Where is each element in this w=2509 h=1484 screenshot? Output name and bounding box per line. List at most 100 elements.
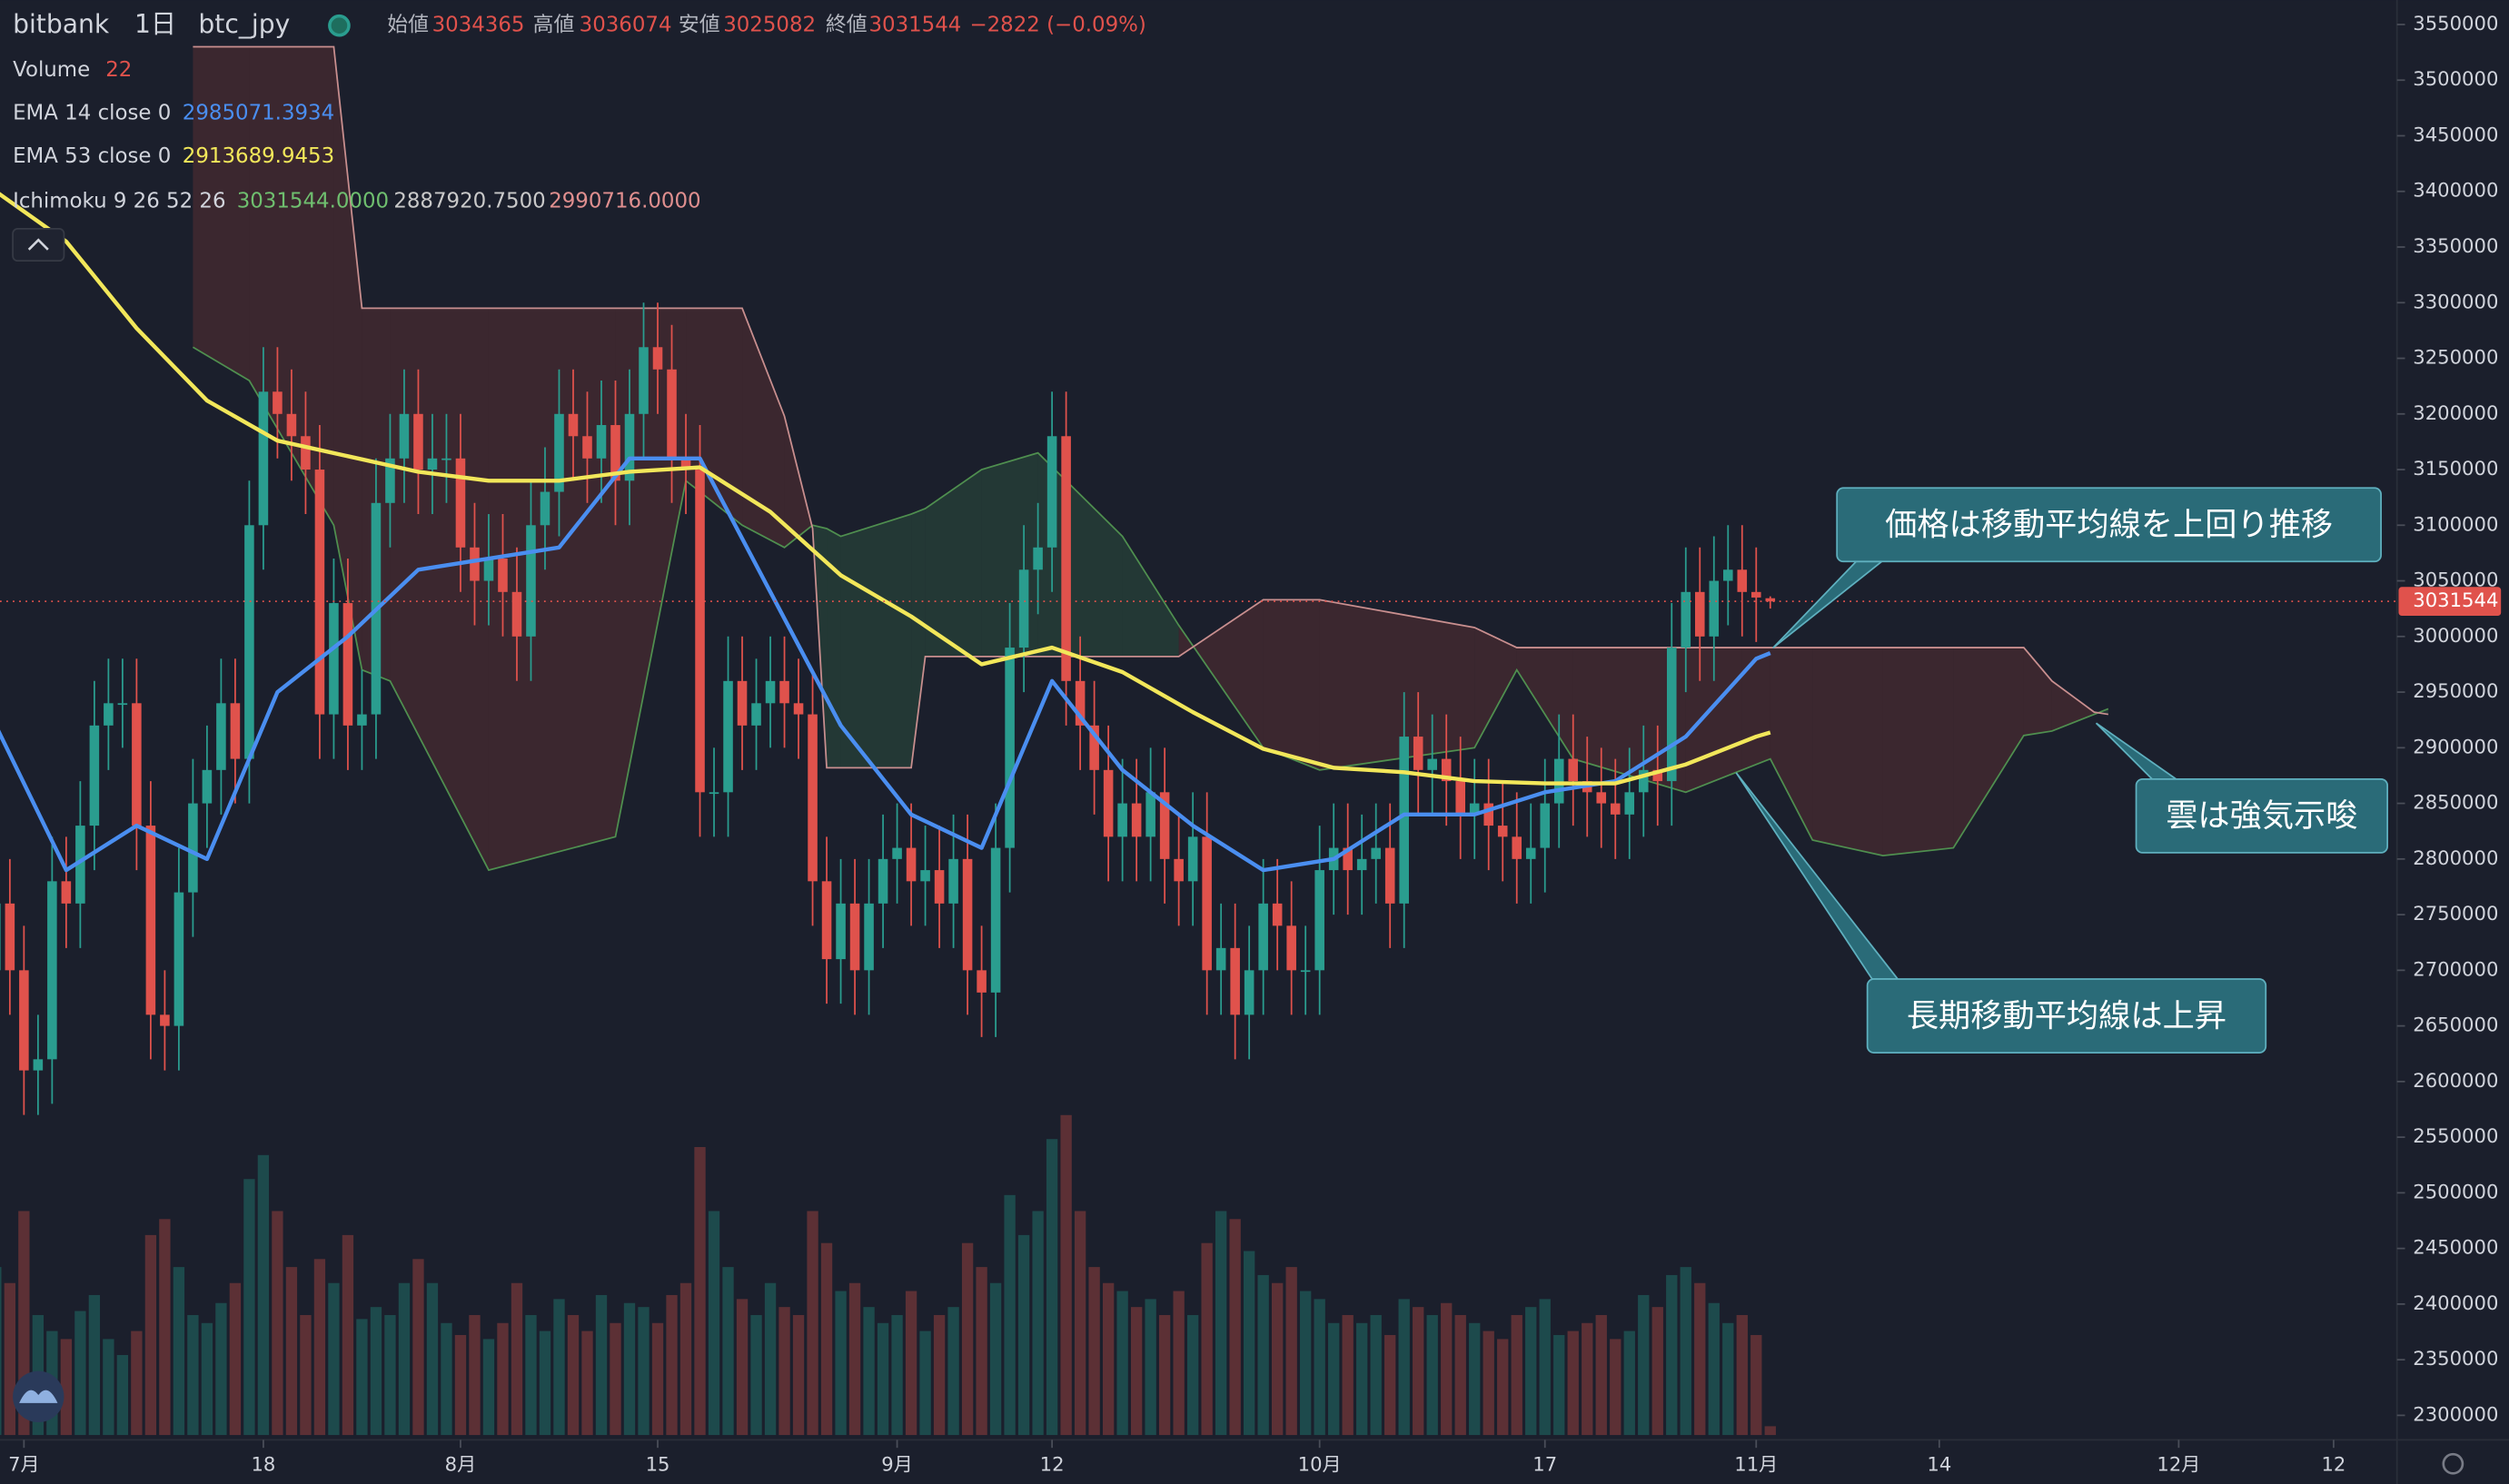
candle-body bbox=[1371, 847, 1381, 859]
cloud-fill bbox=[1741, 648, 1770, 770]
volume-bar bbox=[666, 1294, 678, 1436]
cloud-fill bbox=[1319, 599, 1475, 770]
candle-body bbox=[1441, 758, 1452, 782]
volume-bar bbox=[1046, 1139, 1058, 1436]
candle-body bbox=[1033, 547, 1043, 570]
candle-body bbox=[357, 714, 367, 726]
volume-bar bbox=[1356, 1322, 1368, 1436]
close-value: 3031544 bbox=[868, 14, 961, 37]
candle-body bbox=[1117, 803, 1127, 837]
volume-bar bbox=[441, 1322, 452, 1436]
volume-bar bbox=[1398, 1299, 1410, 1436]
candle-body bbox=[906, 847, 917, 882]
volume-bar bbox=[778, 1307, 790, 1436]
volume-bar bbox=[131, 1331, 143, 1436]
candle-body bbox=[1455, 781, 1465, 815]
y-tick-label: 3400000 bbox=[2413, 179, 2498, 202]
volume-bar bbox=[60, 1339, 73, 1436]
candle-body bbox=[934, 870, 945, 904]
cloud-fill bbox=[1882, 648, 1954, 856]
collapse-legend-button[interactable] bbox=[12, 228, 65, 262]
candle-body bbox=[1709, 580, 1720, 637]
volume-bar bbox=[1173, 1291, 1185, 1436]
candle-body bbox=[19, 970, 29, 1071]
candle-body bbox=[342, 603, 353, 726]
high-label: 高値 bbox=[533, 14, 575, 37]
legend-ema14: EMA 14 close 0 bbox=[13, 102, 171, 125]
cloud-fill bbox=[1263, 599, 1320, 770]
candle-body bbox=[1046, 436, 1057, 548]
volume-bar bbox=[820, 1242, 833, 1436]
volume-bar bbox=[74, 1311, 86, 1436]
y-tick-label: 2300000 bbox=[2413, 1402, 2498, 1425]
status-icon bbox=[328, 14, 351, 37]
candle-body bbox=[723, 680, 733, 793]
cloud-fill bbox=[1037, 452, 1123, 657]
volume-bar bbox=[919, 1331, 931, 1436]
callout-text: 長期移動平均線は上昇 bbox=[1907, 997, 2226, 1034]
candle-body bbox=[1624, 792, 1635, 815]
volume-bar bbox=[807, 1211, 818, 1436]
candle-body bbox=[455, 458, 466, 548]
collapse-icon bbox=[27, 238, 49, 251]
y-tick-label: 3450000 bbox=[2413, 123, 2498, 145]
low-value: 3025082 bbox=[723, 14, 816, 37]
volume-bar bbox=[651, 1322, 664, 1436]
candle-body bbox=[1061, 436, 1071, 681]
candle-body bbox=[258, 391, 269, 526]
cloud-fill bbox=[925, 470, 982, 657]
candle-body bbox=[878, 858, 888, 904]
volume-bar bbox=[1525, 1307, 1537, 1436]
candle-body bbox=[399, 413, 410, 459]
volume-bar bbox=[581, 1331, 593, 1436]
volume-bar bbox=[947, 1307, 959, 1436]
candle-body bbox=[61, 881, 72, 904]
volume-bar bbox=[1469, 1322, 1481, 1436]
candle-body bbox=[1384, 847, 1395, 904]
volume-bar bbox=[1116, 1291, 1128, 1436]
y-tick-label: 2750000 bbox=[2413, 902, 2498, 925]
volume-bar bbox=[1300, 1291, 1312, 1436]
candle-body bbox=[202, 769, 213, 804]
volume-bar bbox=[1582, 1322, 1593, 1436]
y-tick-label: 3250000 bbox=[2413, 346, 2498, 369]
volume-bar bbox=[1722, 1322, 1734, 1436]
volume-bar bbox=[1483, 1331, 1494, 1436]
volume-bar bbox=[708, 1211, 720, 1436]
y-tick-label: 2950000 bbox=[2413, 679, 2498, 702]
candle-body bbox=[1737, 569, 1748, 592]
candle-body bbox=[639, 347, 649, 414]
cloud-fill bbox=[249, 46, 334, 526]
candle-body bbox=[892, 847, 902, 859]
candle-body bbox=[1272, 903, 1283, 926]
candle-body bbox=[1145, 792, 1155, 837]
candle-body bbox=[1722, 569, 1733, 581]
cloud-fill bbox=[1953, 648, 2024, 848]
settings-button[interactable] bbox=[2442, 1452, 2464, 1475]
open-label: 始値 bbox=[387, 14, 429, 37]
volume-bar bbox=[243, 1179, 255, 1436]
y-tick-label: 2900000 bbox=[2413, 735, 2498, 757]
candle-body bbox=[89, 725, 100, 826]
change: −2822 (−0.09%) bbox=[969, 14, 1145, 37]
volume-bar bbox=[1454, 1314, 1466, 1436]
volume-bar bbox=[1553, 1334, 1565, 1436]
y-tick-label: 3150000 bbox=[2413, 457, 2498, 480]
candle-body bbox=[1343, 847, 1353, 871]
candle-body bbox=[483, 559, 494, 581]
candle-body bbox=[1005, 648, 1015, 848]
candle-body bbox=[329, 603, 339, 715]
candle-body bbox=[273, 391, 283, 414]
candle-body bbox=[582, 436, 592, 459]
candle-body bbox=[1187, 836, 1198, 882]
candle-body bbox=[145, 826, 156, 1015]
x-tick-label: 11月 bbox=[1734, 1453, 1778, 1476]
candle-body bbox=[540, 491, 550, 526]
legend-ema53-value: 2913689.9453 bbox=[183, 144, 334, 168]
volume-bar bbox=[792, 1314, 805, 1436]
interval: 1日 bbox=[134, 9, 176, 39]
candle-body bbox=[1638, 769, 1649, 793]
candle-body bbox=[1089, 725, 1099, 770]
candle-body bbox=[33, 1059, 44, 1071]
volume-bar bbox=[88, 1294, 101, 1436]
